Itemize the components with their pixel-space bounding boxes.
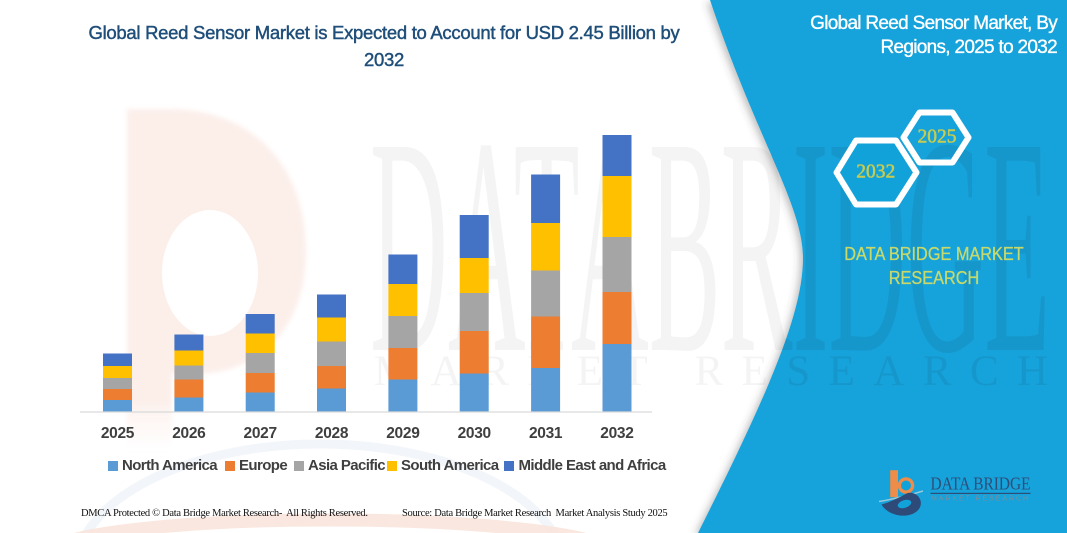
svg-text:MARKET RESEARCH: MARKET RESEARCH [931,496,1028,503]
svg-text:DATA BRIDGE: DATA BRIDGE [931,474,1031,494]
svg-text:2025: 2025 [918,127,957,148]
svg-text:2032: 2032 [856,162,895,183]
